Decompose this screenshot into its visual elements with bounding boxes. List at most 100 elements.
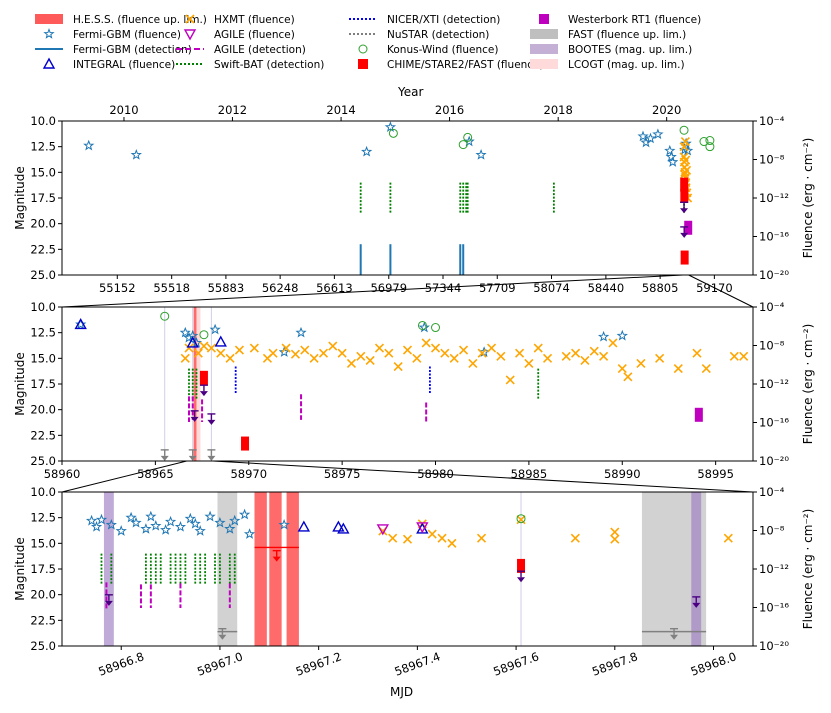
x-tick-label: 58995	[697, 467, 734, 481]
fermi-point	[637, 130, 649, 142]
fermi-point	[243, 528, 256, 539]
konus-point	[516, 514, 526, 524]
hxmt-point	[337, 348, 347, 358]
legend-entry: FAST (fluence up. lim.)	[530, 29, 686, 41]
fermi-point	[140, 523, 152, 534]
fast-limit-arrow-head	[218, 634, 227, 640]
upper-limit-arrow-head	[692, 602, 701, 608]
konus-point	[417, 320, 427, 330]
hxmt-point	[430, 343, 441, 353]
x-tick-label: 58990	[604, 467, 641, 481]
legend-label: AGILE (fluence)	[214, 29, 295, 41]
hxmt-point	[412, 353, 422, 363]
y-tick-label: 20.0	[30, 403, 56, 417]
plot-frame	[61, 120, 754, 276]
hess-band	[286, 492, 299, 646]
hxmt-point	[543, 353, 553, 363]
legend-label: Konus-Wind (fluence)	[387, 44, 498, 56]
chime-point	[680, 250, 689, 265]
konus-point	[463, 132, 473, 142]
hxmt-point-b	[225, 353, 235, 363]
hxmt-point-b	[184, 343, 194, 353]
hxmt-point-b	[388, 533, 398, 543]
hxmt-point-b	[206, 343, 216, 353]
hess-band	[269, 492, 282, 646]
hxmt-point-b	[477, 348, 487, 358]
upper-limit-arrow-head	[207, 419, 216, 425]
hxmt-point-b	[384, 348, 394, 358]
legend-entry: H.E.S.S. (fluence up. lim.)	[35, 14, 207, 26]
legend-entry: Swift-BAT (detection)	[176, 59, 324, 71]
integral-point	[74, 318, 87, 330]
y2-axis-label: Fluence (erg · cm⁻²)	[801, 509, 815, 630]
konus-point	[705, 136, 715, 146]
hxmt-point-b	[199, 341, 209, 351]
hxmt-point	[673, 364, 683, 374]
hxmt-point-b	[571, 348, 581, 358]
konus-point	[199, 330, 209, 340]
x-tick-label: 58965	[137, 467, 174, 481]
hxmt-point	[447, 538, 457, 548]
hxmt-point-b	[486, 343, 497, 353]
y2-tick-label: 10⁻²⁰	[759, 268, 789, 282]
y2-tick-label: 10⁻¹²	[759, 562, 789, 576]
konus-point	[458, 140, 468, 150]
hxmt-point	[477, 348, 487, 358]
upper-limit-arrow	[692, 596, 701, 608]
top-tick-label: 2012	[218, 103, 247, 117]
hxmt-point-b	[281, 343, 291, 353]
hxmt-point-b	[337, 348, 347, 358]
x-tick-label: 58968.0	[689, 649, 738, 678]
hxmt-point	[524, 358, 534, 369]
y-tick-label: 12.5	[30, 511, 56, 525]
hxmt-point-b	[318, 348, 329, 358]
fast-limit-arrow-head	[160, 455, 169, 461]
hxmt-point	[723, 533, 733, 543]
x-tick-label: 58966.8	[96, 649, 145, 678]
hxmt-point	[384, 348, 394, 358]
fermi-point	[278, 346, 290, 357]
hxmt-point-b	[543, 353, 553, 363]
hxmt-point	[608, 338, 618, 348]
y2-tick-label: 10⁻¹⁶	[759, 416, 789, 430]
x-tick-label: 56248	[262, 281, 299, 295]
legend-swatch	[530, 29, 558, 39]
legend-entry: Konus-Wind (fluence)	[358, 44, 498, 56]
upper-limit-arrow	[517, 570, 526, 583]
fermi-point	[652, 128, 664, 140]
y-tick-label: 15.0	[30, 351, 56, 365]
integral-point	[214, 335, 227, 347]
hxmt-point-b	[393, 361, 403, 372]
x-tick-label: 58967.6	[491, 649, 540, 678]
hxmt-point-b	[193, 348, 203, 358]
hxmt-point	[180, 353, 190, 363]
fermi-point	[130, 516, 142, 528]
legend-entry: BOOTES (mag. up. lim.)	[530, 44, 692, 56]
hxmt-point	[318, 348, 329, 358]
panel-zoom-day: 10.0 12.5 15.0 17.5 20.0 22.5 25.0 10⁻⁴ 10⁻⁸ 10⁻¹…	[13, 485, 815, 679]
y-tick-label: 10.0	[30, 114, 56, 128]
x-axis-label: MJD	[390, 685, 413, 699]
connector-line	[688, 274, 754, 308]
fermi-point	[616, 329, 628, 341]
chime-point	[680, 188, 689, 203]
hxmt-point	[268, 348, 278, 358]
fast-limit-arrow	[188, 449, 197, 461]
x-tick-label: 58967.8	[590, 649, 639, 678]
legend-swatch	[358, 59, 368, 69]
upper-limit-arrow	[199, 384, 208, 397]
hxmt-point-b	[412, 353, 422, 363]
hxmt-point-b	[365, 355, 375, 365]
top-tick-label: 2018	[544, 103, 573, 117]
y-tick-label: 20.0	[30, 588, 56, 602]
y2-axis-label: Fluence (erg · cm⁻²)	[801, 324, 815, 445]
agile-point	[376, 524, 390, 536]
hxmt-point-b	[440, 348, 450, 358]
hxmt-point	[402, 345, 413, 355]
zoom-connectors	[61, 274, 754, 493]
fermi-point	[597, 330, 610, 342]
legend-swatch	[185, 14, 195, 24]
konus-point	[679, 125, 689, 135]
hxmt-point	[681, 155, 691, 165]
fermi-point	[95, 513, 108, 525]
